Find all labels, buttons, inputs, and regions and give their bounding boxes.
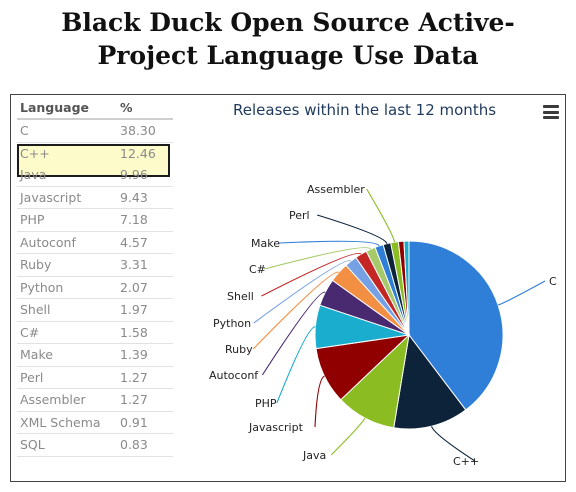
table-row: Shell 1.97 (17, 299, 173, 322)
table-row: PHP 7.18 (17, 209, 173, 232)
table-row: XML Schema 0.91 (17, 412, 173, 434)
row-language: Ruby (20, 257, 52, 273)
chart-title: Releases within the last 12 months (233, 101, 497, 119)
data-label-c-: C++ (453, 455, 479, 468)
connector-javascript (314, 375, 325, 428)
row-percent: 1.39 (120, 347, 148, 363)
connector-c (497, 280, 546, 306)
table-header: Language % (17, 96, 173, 120)
row-language: XML Schema (20, 414, 101, 430)
data-label-python: Python (213, 317, 251, 330)
connector-ruby (252, 271, 340, 350)
connector-java (330, 417, 366, 456)
table-row: SQL 0.83 (17, 434, 173, 457)
connector-autoconf (261, 291, 326, 376)
menu-icon[interactable] (543, 105, 559, 119)
connector-make (279, 240, 380, 247)
row-language: C++ (20, 145, 50, 161)
row-percent: 12.46 (120, 145, 156, 161)
slide-title-line-1: Black Duck Open Source Active- (61, 8, 515, 37)
row-language: Java (20, 167, 47, 183)
table-row: Python 2.07 (17, 277, 173, 299)
table-row: Make 1.39 (17, 344, 173, 367)
slide-title-line-2: Project Language Use Data (97, 41, 479, 70)
connector-php (276, 326, 316, 404)
data-label-java: Java (302, 449, 326, 462)
header-percent: % (120, 99, 133, 115)
connector-c- (264, 247, 372, 270)
row-language: Perl (20, 369, 44, 385)
row-percent: 9.43 (120, 189, 148, 205)
row-percent: 9.96 (120, 167, 148, 183)
data-label-make: Make (251, 237, 280, 250)
data-label-c-: C# (249, 263, 266, 276)
highlight-box (17, 144, 170, 177)
table-row: C 38.30 (17, 120, 173, 143)
row-language: Javascript (20, 189, 82, 205)
row-language: Autoconf (20, 234, 76, 250)
data-label-ruby: Ruby (225, 343, 253, 356)
row-percent: 1.27 (120, 369, 148, 385)
slide-title: Black Duck Open Source Active- Project L… (0, 6, 576, 72)
row-percent: 1.58 (120, 324, 148, 340)
data-label-perl: Perl (289, 209, 310, 222)
data-label-shell: Shell (227, 290, 254, 303)
language-table: Language % C 38.30 C++ 12.46 Java 9.96 Javascr… (17, 96, 173, 457)
row-percent: 38.30 (120, 123, 156, 139)
table-body: C 38.30 C++ 12.46 Java 9.96 Javascript 9.43 PHP 7… (17, 120, 173, 457)
pie-slice-c-[interactable] (393, 333, 467, 430)
row-percent: 0.91 (120, 414, 148, 430)
row-language: Shell (20, 302, 51, 318)
row-language: C# (20, 324, 40, 340)
pie-slice-sql[interactable] (403, 240, 410, 336)
data-label-assembler: Assembler (307, 183, 365, 196)
row-language: Assembler (20, 392, 86, 408)
connector-python (253, 260, 352, 324)
connector-shell (261, 252, 362, 297)
row-language: PHP (20, 212, 45, 228)
row-language: SQL (20, 437, 45, 453)
connector-assembler (366, 188, 396, 243)
table-row: Ruby 3.31 (17, 254, 173, 277)
pie-chart: C C++ Java Javascript PHP Autoconf Ruby Python S… (209, 183, 557, 468)
chart-frame: Language % C 38.30 C++ 12.46 Java 9.96 Javascr… (10, 94, 566, 482)
row-language: C (20, 123, 29, 139)
row-language: Python (20, 279, 64, 295)
data-label-autoconf: Autoconf (209, 369, 259, 382)
row-percent: 4.57 (120, 234, 148, 250)
row-percent: 0.83 (120, 437, 148, 453)
row-percent: 1.97 (120, 302, 148, 318)
data-label-c: C (549, 275, 557, 288)
row-percent: 1.27 (120, 392, 148, 408)
connector-perl (317, 214, 388, 244)
row-percent: 2.07 (120, 279, 148, 295)
header-language: Language (20, 99, 90, 115)
row-percent: 3.31 (120, 257, 148, 273)
row-percent: 7.18 (120, 212, 148, 228)
table-row: Autoconf 4.57 (17, 232, 173, 254)
table-row: Java 9.96 (17, 164, 173, 187)
row-language: Make (20, 347, 53, 363)
connector-c- (431, 426, 476, 462)
table-row: Perl 1.27 (17, 367, 173, 389)
table-row: Assembler 1.27 (17, 389, 173, 412)
table-row: Javascript 9.43 (17, 187, 173, 209)
table-row: C++ 12.46 (17, 143, 173, 165)
table-row: C# 1.58 (17, 322, 173, 344)
data-label-javascript: Javascript (248, 421, 304, 434)
data-label-php: PHP (255, 397, 277, 410)
